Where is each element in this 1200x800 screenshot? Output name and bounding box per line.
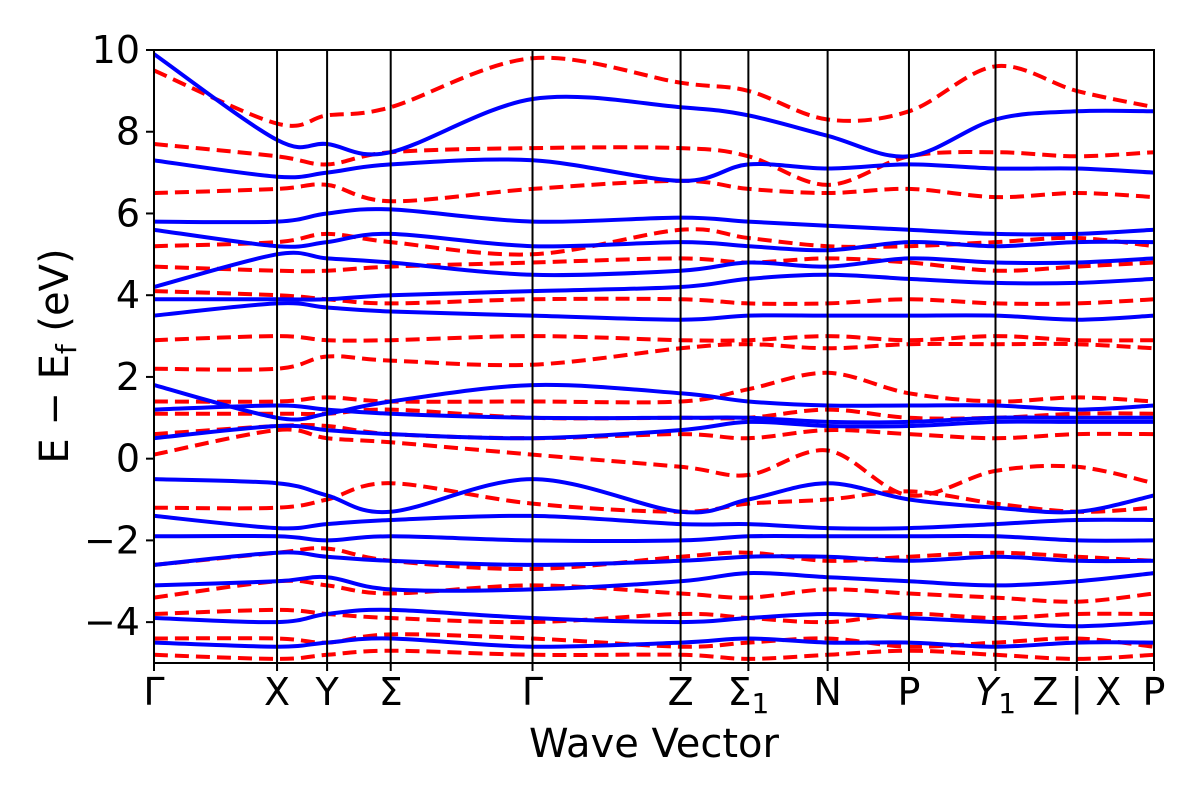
band-spin-down-5 [154, 289, 1154, 306]
kpoint-label-2: Y [314, 670, 339, 714]
y-tick-label-5: 0 [116, 437, 140, 481]
kpoint-label-10: Z | X [1032, 670, 1121, 715]
y-axis-ticks: 10 8 6 4 2 0 −2 −4 [84, 28, 154, 644]
high-symmetry-lines [276, 50, 1078, 663]
y-tick-label-3: 4 [116, 273, 140, 317]
y-tick-label-1: 8 [116, 110, 140, 154]
y-axis-label: E − Ef (eV) [32, 248, 83, 463]
band-spin-up-11 [154, 513, 1154, 531]
band-spin-down-17 [154, 648, 1154, 661]
kpoint-label-6: Σ1 [727, 670, 769, 720]
kpoint-label-5: Z [668, 670, 694, 714]
band-spin-down-8 [154, 370, 1154, 405]
kpoint-label-9: Y1 [975, 670, 1016, 720]
kpoint-label-0: Γ [143, 670, 164, 714]
band-spin-up-10 [154, 477, 1154, 515]
y-tick-label-4: 2 [116, 355, 140, 399]
band-spin-down-4 [154, 256, 1154, 274]
kpoint-label-1: X [264, 670, 290, 714]
kpoint-label-7: N [813, 670, 841, 714]
y-tick-label-6: −2 [84, 518, 140, 562]
x-axis-label: Wave Vector [529, 721, 780, 767]
band-spin-up-6 [154, 301, 1154, 322]
band-spin-up-2 [154, 207, 1154, 237]
y-tick-label-2: 6 [116, 191, 140, 235]
kpoint-label-8: P [897, 670, 920, 714]
bands-layer [154, 52, 1154, 661]
y-tick-label-0: 10 [92, 28, 140, 72]
band-spin-up-12 [154, 533, 1154, 543]
band-spin-down-2 [154, 178, 1154, 204]
y-tick-label-7: −4 [84, 600, 140, 644]
x-axis-ticks: Γ X Y Σ Γ Z Σ1 N P Y1 Z | X P [143, 663, 1165, 720]
kpoint-label-3: Σ [379, 670, 403, 714]
kpoint-label-11: P [1143, 670, 1166, 714]
band-spin-down-1 [154, 142, 1154, 187]
band-spin-up-0 [154, 52, 1154, 159]
plot-frame [153, 49, 1155, 664]
band-spin-down-7 [154, 341, 1154, 372]
band-spin-down-6 [154, 334, 1154, 343]
kpoint-label-4: Γ [522, 670, 543, 714]
